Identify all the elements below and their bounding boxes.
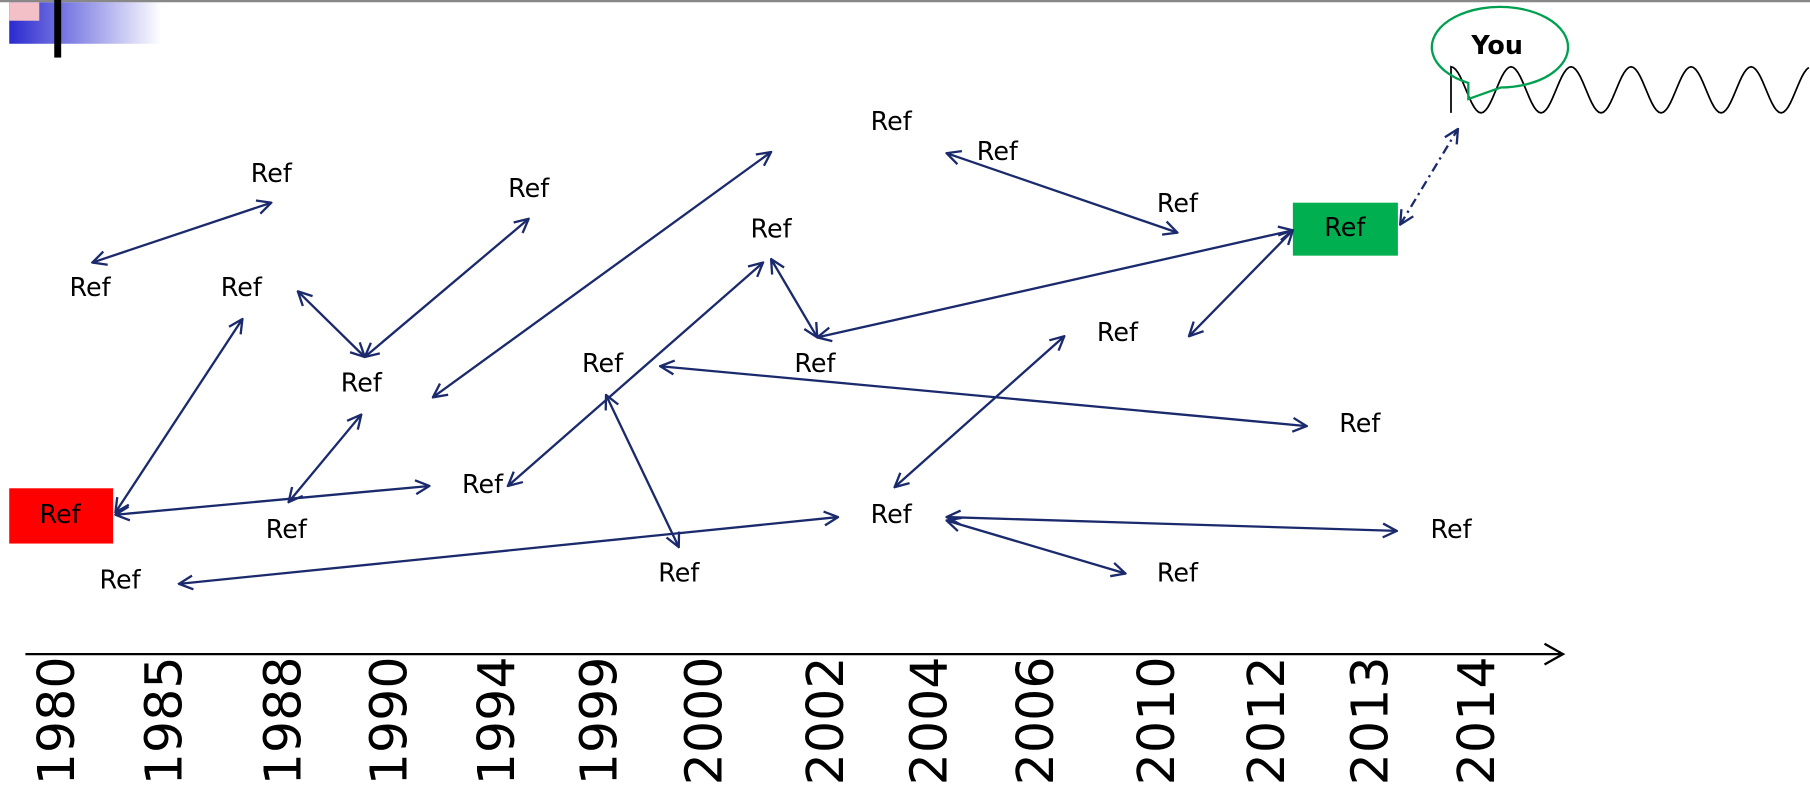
ref-label: Ref [462, 469, 504, 499]
year-label: 2002 [796, 656, 855, 785]
arrow [298, 291, 365, 357]
arrow [771, 259, 817, 337]
ref-label: Ref [39, 499, 81, 529]
ref-label: Ref [977, 136, 1019, 166]
arrow [179, 517, 838, 584]
header-decoration [9, 2, 40, 21]
year-label: 1994 [467, 656, 526, 785]
speech-bubble [1430, 5, 1570, 101]
year-label: 2012 [1237, 656, 1296, 785]
ref-label: Ref [100, 565, 142, 595]
arrow [115, 486, 429, 515]
header-decoration [54, 0, 62, 58]
ref-label: Ref [341, 368, 383, 398]
arrow [947, 153, 1178, 232]
start-box [9, 488, 114, 544]
year-label: 2014 [1447, 656, 1506, 785]
arrows [92, 129, 1458, 584]
year-label: 1988 [253, 656, 312, 785]
arrow [947, 517, 1397, 531]
ref-label: Ref [266, 514, 308, 544]
year-label: 2013 [1341, 656, 1400, 785]
arrow [92, 203, 271, 263]
arrow [817, 230, 1293, 337]
arrow [289, 415, 362, 503]
ref-label: Ref [1339, 408, 1381, 438]
you-label: You [1470, 30, 1523, 60]
year-label: 1985 [134, 656, 193, 785]
ref-label: Ref [1157, 558, 1199, 588]
year-label: 1999 [570, 656, 629, 785]
ref-label: Ref [1097, 317, 1139, 347]
ref-label: Ref [221, 272, 263, 302]
wavy-line [1450, 65, 1810, 114]
ref-label: Ref [508, 173, 550, 203]
arrow [660, 366, 1306, 426]
ref-label: Ref [1157, 188, 1199, 218]
timeline-arrowhead [1543, 642, 1566, 666]
ref-label: Ref [871, 499, 913, 529]
arrow [947, 521, 1126, 574]
ref-label: Ref [251, 158, 293, 188]
arrow-dashed [1400, 129, 1458, 225]
year-label: 2006 [1006, 656, 1065, 785]
year-label: 2004 [900, 656, 959, 785]
arrow [895, 336, 1065, 487]
ref-label: Ref [1430, 514, 1472, 544]
year-label: 2010 [1127, 656, 1186, 785]
ref-label: Ref [794, 348, 836, 378]
ref-label: Ref [70, 272, 112, 302]
arrow [1189, 230, 1293, 336]
arrow [606, 395, 679, 547]
year-label: 1980 [27, 656, 86, 785]
year-label: 2000 [675, 656, 734, 785]
arrow [115, 319, 242, 512]
ref-label: Ref [582, 348, 624, 378]
ref-label: Ref [751, 213, 793, 243]
ref-label: Ref [871, 106, 913, 136]
arrow [365, 219, 529, 357]
end-box [1292, 202, 1398, 256]
year-label: 1990 [359, 656, 418, 785]
ref-label: Ref [1324, 212, 1366, 242]
ref-label: Ref [658, 558, 700, 588]
arrow [508, 263, 763, 486]
